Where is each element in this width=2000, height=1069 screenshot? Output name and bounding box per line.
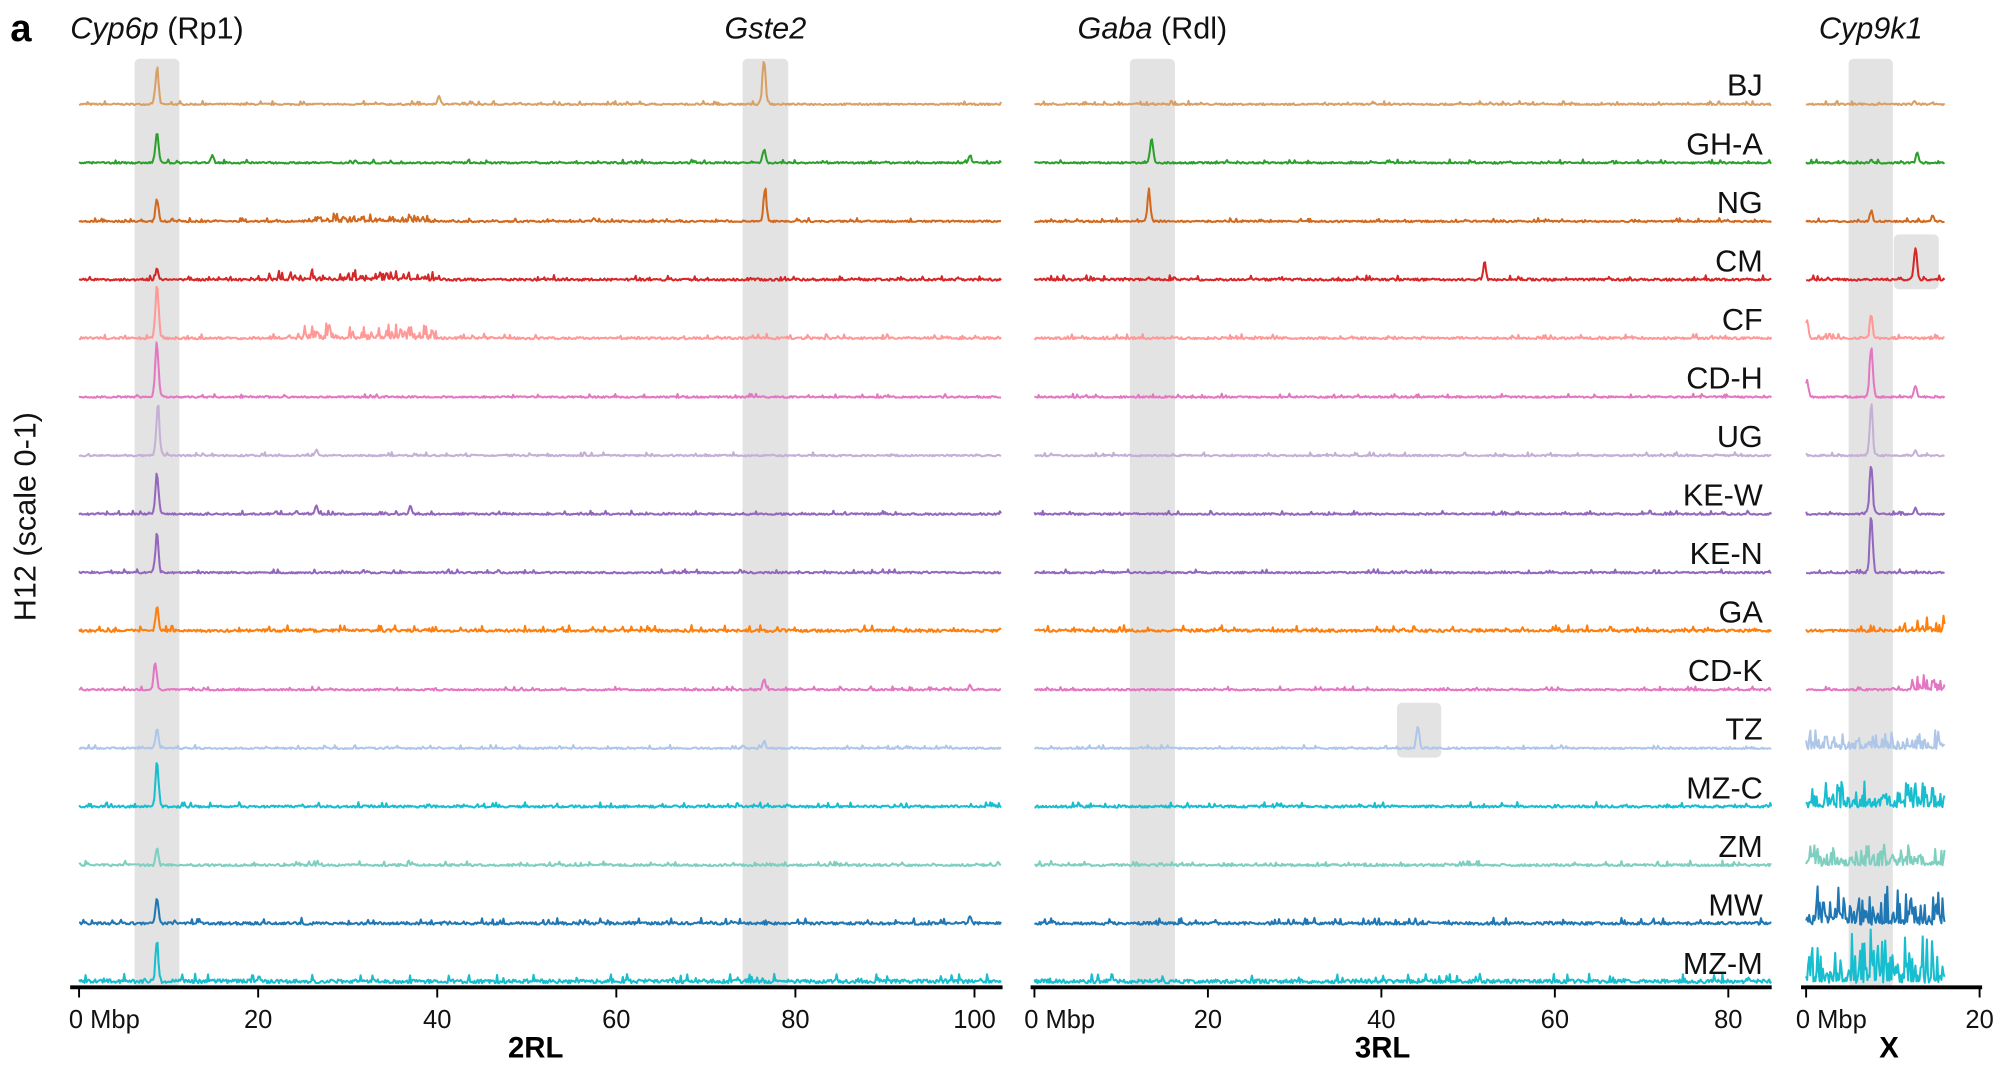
h12-trace-mz-c-3rl <box>1034 800 1773 809</box>
x-tick-label: 0 Mbp <box>1024 1006 1095 1034</box>
population-label: KE-N <box>1690 537 1763 571</box>
h12-trace-cd-k-x <box>1805 674 1946 692</box>
x-tick-label: 0 Mbp <box>69 1006 140 1034</box>
locus-gene-alias: (Rdl) <box>1152 11 1227 45</box>
x-tick-label: 60 <box>1541 1006 1569 1034</box>
population-label: NG <box>1717 186 1763 220</box>
h12-trace-ke-w-3rl <box>1033 509 1773 516</box>
h12-trace-gh-a-3rl <box>1033 138 1772 165</box>
population-label: TZ <box>1725 713 1762 747</box>
locus-highlight-band <box>134 58 180 988</box>
h12-trace-zm-2rl <box>78 847 1002 868</box>
x-tick-label: 60 <box>602 1006 630 1034</box>
h12-trace-tz-3rl <box>1034 725 1772 751</box>
h12-trace-gh-a-x <box>1805 151 1945 165</box>
h12-trace-ke-w-2rl <box>78 472 1002 516</box>
h12-trace-ug-2rl <box>78 404 1002 458</box>
x-tick-label: 20 <box>244 1006 272 1034</box>
population-label: CD-H <box>1686 361 1763 395</box>
panel-letter: a <box>10 7 32 50</box>
locus-highlight-band <box>742 58 789 988</box>
population-label: GA <box>1719 596 1764 630</box>
h12-trace-zm-3rl <box>1034 859 1772 868</box>
chromosome-label: 3RL <box>1355 1031 1410 1064</box>
h12-trace-cd-h-3rl <box>1034 392 1773 399</box>
locus-label: Gaba (Rdl) <box>1078 11 1228 45</box>
population-label: KE-W <box>1683 479 1763 513</box>
h12-trace-ke-n-2rl <box>78 532 1002 575</box>
x-tick-label: 40 <box>423 1006 451 1034</box>
population-label: MZ-M <box>1683 947 1763 981</box>
population-label: CM <box>1715 244 1763 278</box>
h12-trace-cm-2rl <box>78 267 1002 282</box>
h12-trace-ga-x <box>1805 614 1946 633</box>
x-tick-label: 20 <box>1194 1006 1222 1034</box>
population-label: UG <box>1717 420 1763 454</box>
h12-trace-mz-m-x <box>1805 928 1946 984</box>
h12-trace-cd-k-3rl <box>1033 685 1772 692</box>
locus-gene-name: Gaba <box>1078 11 1153 45</box>
population-label: GH-A <box>1686 127 1763 161</box>
h12-trace-ng-x <box>1805 209 1945 224</box>
locus-gene-name: Cyp9k1 <box>1819 11 1923 45</box>
h12-trace-ng-2rl <box>78 187 1002 224</box>
h12-trace-gh-a-2rl <box>78 133 1002 165</box>
h12-trace-mz-c-2rl <box>78 762 1002 809</box>
h12-trace-mz-m-3rl <box>1033 972 1773 985</box>
locus-label: Cyp6p (Rp1) <box>70 11 244 45</box>
h12-trace-cm-3rl <box>1033 261 1772 282</box>
population-label: MW <box>1708 888 1762 922</box>
population-label: CD-K <box>1688 654 1763 688</box>
h12-trace-cd-h-2rl <box>78 341 1002 399</box>
locus-label: Cyp9k1 <box>1819 11 1923 45</box>
h12-trace-mz-c-x <box>1805 780 1946 809</box>
h12-trace-ga-3rl <box>1034 624 1773 633</box>
locus-highlight-band <box>1129 58 1175 988</box>
h12-trace-cf-x <box>1805 314 1945 341</box>
x-tick-label: 40 <box>1367 1006 1395 1034</box>
h12-trace-cd-h-x <box>1805 347 1946 399</box>
x-tick-label: 100 <box>953 1006 996 1034</box>
y-axis-label: H12 (scale 0-1) <box>9 412 43 621</box>
population-label: ZM <box>1719 830 1763 864</box>
h12-trace-tz-2rl <box>78 728 1002 751</box>
x-tick-label: 0 Mbp <box>1796 1006 1867 1034</box>
population-label: MZ-C <box>1686 771 1763 805</box>
h12-trace-zm-x <box>1805 843 1946 868</box>
locus-gene-name: Gste2 <box>725 11 807 45</box>
h12-trace-bj-2rl <box>78 61 1002 107</box>
h12-trace-ke-n-x <box>1805 517 1945 575</box>
h12-trace-cd-k-2rl <box>78 662 1002 692</box>
h12-trace-cf-3rl <box>1033 332 1773 341</box>
h12-trace-mw-x <box>1805 885 1946 926</box>
x-tick-label: 80 <box>781 1006 809 1034</box>
h12-trace-mw-2rl <box>78 898 1002 926</box>
h12-trace-cm-x <box>1806 247 1946 282</box>
chromosome-label: 2RL <box>508 1031 563 1064</box>
h12-trace-cf-2rl <box>78 285 1002 341</box>
x-tick-label: 20 <box>1965 1006 1993 1034</box>
h12-trace-ke-w-x <box>1805 465 1946 516</box>
population-label: CF <box>1722 303 1763 337</box>
h12-trace-ug-3rl <box>1034 451 1772 458</box>
population-label: BJ <box>1727 69 1763 103</box>
locus-gene-alias: (Rp1) <box>159 11 244 45</box>
x-tick-label: 80 <box>1714 1006 1742 1034</box>
h12-trace-bj-x <box>1805 99 1946 107</box>
chromosome-label: X <box>1879 1031 1899 1064</box>
h12-trace-ng-3rl <box>1034 187 1772 224</box>
h12-trace-mw-3rl <box>1033 916 1772 926</box>
h12-trace-bj-3rl <box>1034 99 1772 107</box>
locus-label: Gste2 <box>725 11 807 45</box>
h12-trace-tz-x <box>1805 729 1946 751</box>
h12-trace-mz-m-2rl <box>78 941 1002 985</box>
locus-gene-name: Cyp6p <box>70 11 158 45</box>
h12-trace-ga-2rl <box>78 606 1002 633</box>
h12-trace-ke-n-3rl <box>1034 568 1772 575</box>
h12-trace-ug-x <box>1805 403 1945 458</box>
